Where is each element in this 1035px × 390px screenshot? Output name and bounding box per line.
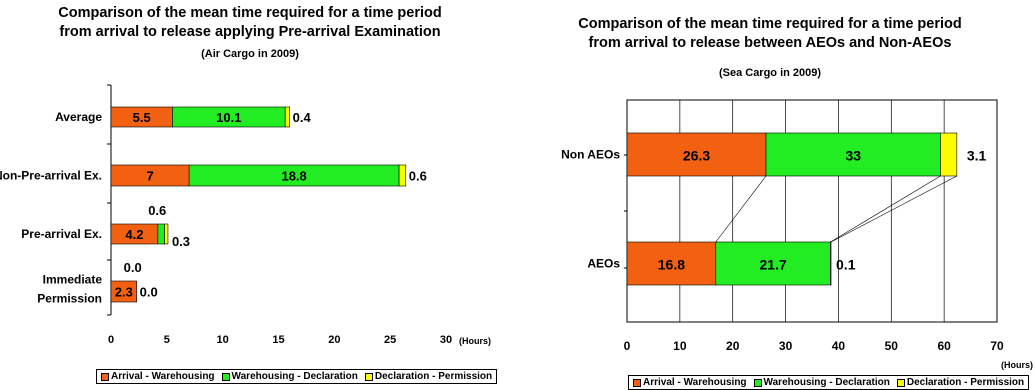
right-title-line1: Comparison of the mean time required for…: [578, 16, 962, 32]
left-data-label-0: 7: [146, 169, 153, 184]
left-title-line2: from arrival to release applying Pre-arr…: [59, 24, 441, 40]
right-data-label-1: 21.7: [760, 257, 787, 273]
left-x-tick-label: 10: [217, 334, 229, 346]
right-data-label-2: 0.1: [836, 257, 856, 273]
right-x-tick-label: 40: [832, 339, 846, 353]
legend-swatch-arrival: [101, 372, 109, 381]
left-x-tick-label: 25: [384, 334, 396, 346]
left-legend-item-warehousing: Warehousing - Declaration: [221, 371, 358, 382]
right-x-tick-label: 0: [624, 339, 631, 353]
left-category-label: Immediate: [43, 273, 103, 287]
left-data-label-2: 0.6: [409, 169, 427, 184]
legend-label: Arrival - Warehousing: [111, 371, 215, 382]
left-data-label-0: 2.3: [115, 285, 133, 300]
right-bar-1: [765, 132, 941, 177]
legend-swatch-declaration: [896, 378, 905, 387]
right-legend-item-warehousing: Warehousing - Declaration: [753, 377, 890, 388]
right-legend-item-declaration: Declaration - Permission: [896, 377, 1025, 388]
left-x-tick-label: 30: [440, 334, 452, 346]
right-x-tick-label: 70: [990, 339, 1004, 353]
left-legend: Arrival - Warehousing Warehousing - Decl…: [96, 369, 498, 384]
right-x-tick-label: 30: [779, 339, 793, 353]
right-x-tick-label: 20: [726, 339, 740, 353]
left-legend-item-arrival: Arrival - Warehousing: [101, 371, 215, 382]
legend-swatch-arrival: [633, 378, 641, 387]
right-legend-item-arrival: Arrival - Warehousing: [633, 377, 747, 388]
left-category-label: Non-Pre-arrival Ex.: [0, 169, 102, 183]
right-category-label: AEOs: [587, 257, 620, 271]
legend-label: Warehousing - Declaration: [231, 371, 358, 382]
left-data-label-1: 0.0: [124, 260, 142, 275]
left-x-tick-label: 20: [328, 334, 340, 346]
right-bar-1: [715, 241, 831, 286]
left-bar-2: [284, 106, 290, 128]
left-x-tick-label: 5: [164, 334, 170, 346]
legend-label: Declaration - Permission: [906, 377, 1025, 388]
right-x-tick-label: 60: [937, 339, 951, 353]
left-data-label-2: 0.0: [140, 285, 158, 300]
left-bar-0: [110, 280, 137, 303]
right-chart-title: Comparison of the mean time required for…: [520, 15, 1020, 53]
right-bar-2: [940, 132, 958, 177]
left-category-label: Permission: [37, 292, 102, 306]
right-series-connector: [830, 175, 941, 243]
legend-swatch-warehousing: [221, 372, 230, 381]
left-x-tick-label: 0: [108, 334, 114, 346]
right-x-tick-label: 50: [885, 339, 899, 353]
legend-swatch-declaration: [364, 372, 373, 381]
left-data-label-2: 0.3: [172, 234, 190, 249]
legend-swatch-warehousing: [753, 378, 762, 387]
left-data-label-1: 18.8: [281, 169, 306, 184]
right-bar-0: [626, 241, 717, 286]
right-data-label-2: 3.1: [967, 148, 987, 164]
legend-label: Declaration - Permission: [374, 371, 493, 382]
legend-label: Arrival - Warehousing: [643, 377, 747, 388]
left-x-tick-label: 15: [272, 334, 284, 346]
legend-label: Warehousing - Declaration: [763, 377, 890, 388]
right-bar-0: [626, 132, 767, 177]
left-category-label: Pre-arrival Ex.: [21, 227, 102, 241]
left-data-label-1: 10.1: [216, 110, 241, 125]
right-category-label: Non AEOs: [561, 148, 620, 162]
right-chart-subtitle: (Sea Cargo in 2009): [718, 67, 822, 79]
left-data-label-2: 0.4: [293, 110, 312, 125]
right-data-label-1: 33: [845, 148, 861, 164]
right-bar-2: [830, 241, 832, 286]
right-data-label-0: 16.8: [658, 257, 685, 273]
left-chart-title: Comparison of the mean time required for…: [0, 4, 500, 42]
left-data-label-0: 4.2: [125, 227, 143, 242]
right-x-tick-label: 10: [673, 339, 687, 353]
right-legend: Arrival - Warehousing Warehousing - Decl…: [628, 375, 1030, 390]
right-data-label-0: 26.3: [683, 148, 710, 164]
left-bar-1: [157, 223, 165, 245]
left-data-label-1: 0.6: [148, 203, 166, 218]
left-unit-label: (Hours): [459, 336, 491, 346]
left-data-label-0: 5.5: [133, 110, 151, 125]
left-title-line1: Comparison of the mean time required for…: [58, 5, 442, 21]
left-legend-item-declaration: Declaration - Permission: [364, 371, 493, 382]
left-chart-subtitle: (Air Cargo in 2009): [201, 48, 299, 60]
right-unit-label: (Hours): [1001, 360, 1033, 370]
right-title-line2: from arrival to release between AEOs and…: [588, 35, 952, 51]
right-series-connector: [830, 175, 957, 243]
left-bar-2: [164, 223, 169, 245]
left-category-label: Average: [55, 110, 102, 124]
right-series-connector: [715, 175, 767, 243]
left-bar-2: [398, 164, 407, 187]
